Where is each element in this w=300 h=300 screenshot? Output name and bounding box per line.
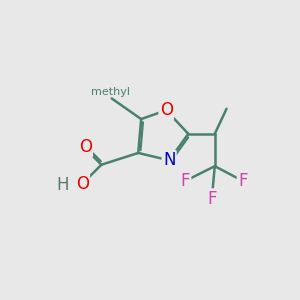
Text: O: O (160, 101, 173, 119)
Text: methyl: methyl (91, 87, 130, 97)
Text: F: F (238, 172, 247, 190)
Text: N: N (163, 151, 175, 169)
Text: O: O (79, 138, 92, 156)
Text: F: F (207, 190, 217, 208)
Text: H: H (56, 176, 69, 194)
Text: F: F (181, 172, 190, 190)
Text: O: O (76, 175, 89, 193)
